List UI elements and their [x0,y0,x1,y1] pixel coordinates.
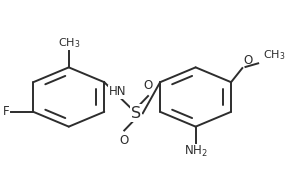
Text: O: O [144,79,153,92]
Text: F: F [3,105,9,118]
Text: CH$_3$: CH$_3$ [57,36,80,50]
Text: O: O [120,134,129,147]
Text: S: S [131,106,141,121]
Text: CH$_3$: CH$_3$ [263,48,285,62]
Text: HN: HN [109,86,126,99]
Text: NH$_2$: NH$_2$ [184,144,208,159]
Text: O: O [244,54,253,67]
